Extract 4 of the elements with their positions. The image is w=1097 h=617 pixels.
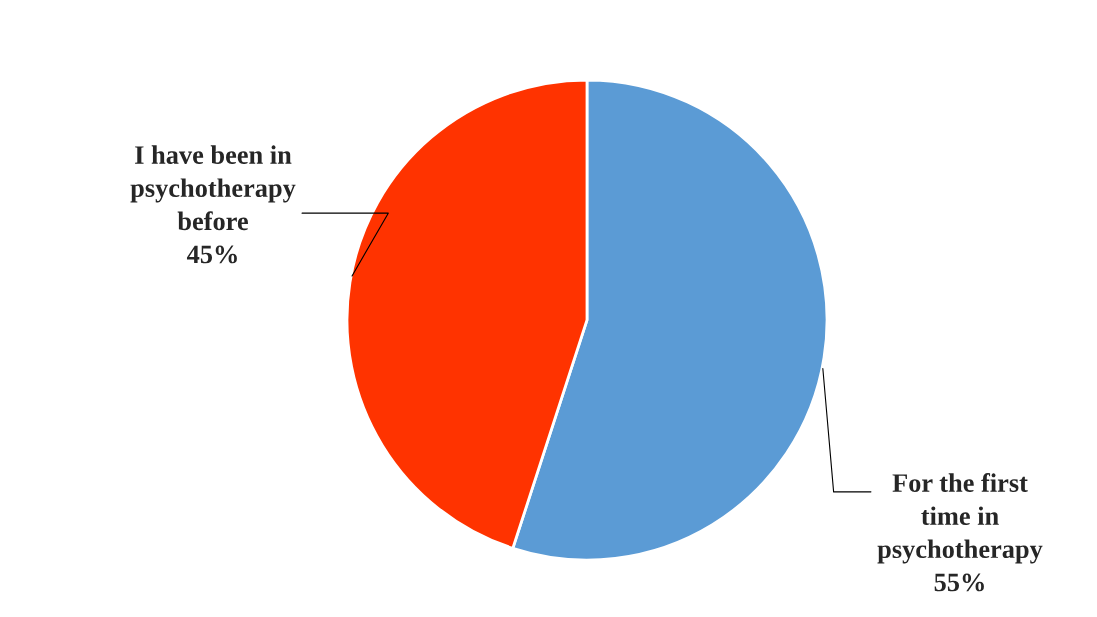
slice-label: For the first time in psychotherapy: [877, 473, 1043, 564]
slice-label: I have been in psychotherapy before: [130, 145, 296, 231]
data-label: 55%: [934, 573, 984, 592]
data-label: 45%: [186, 245, 237, 264]
